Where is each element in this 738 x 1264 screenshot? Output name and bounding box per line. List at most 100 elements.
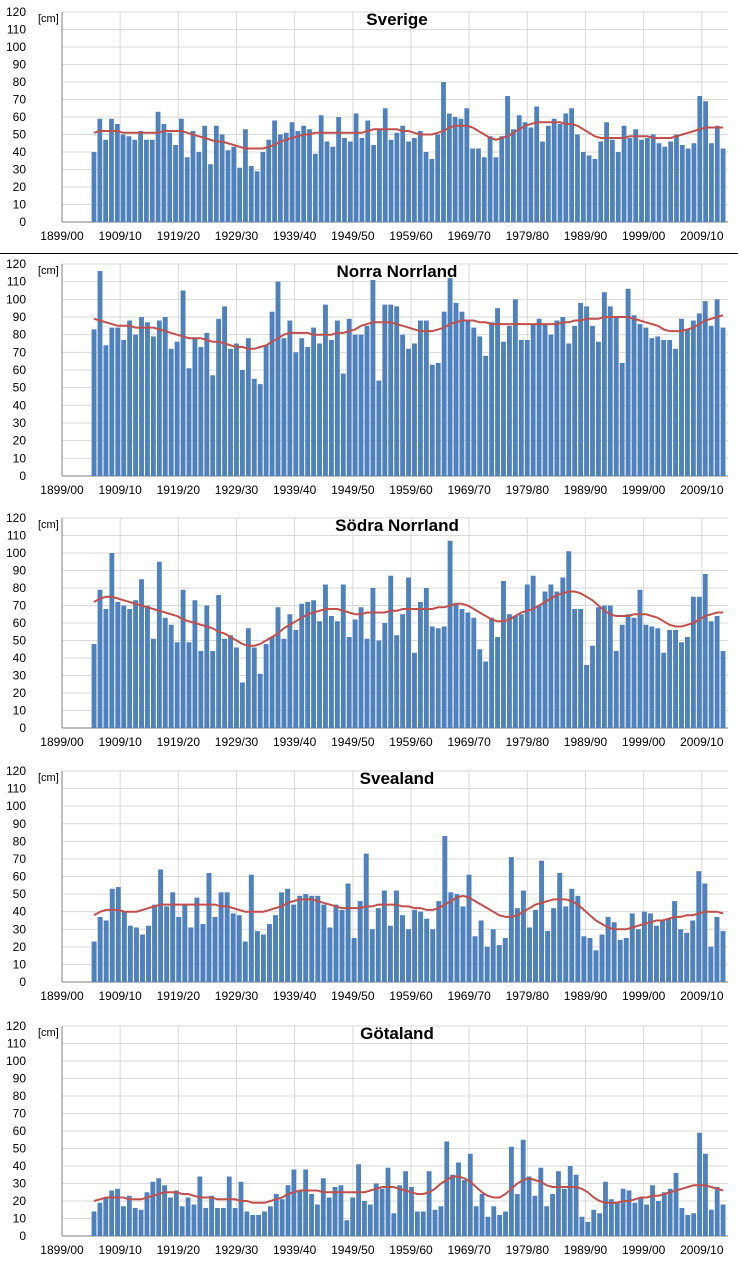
bar bbox=[650, 134, 656, 222]
bar bbox=[666, 918, 672, 982]
bar bbox=[299, 603, 305, 728]
bar bbox=[548, 584, 554, 728]
bar bbox=[315, 895, 321, 982]
bar bbox=[251, 378, 257, 476]
y-tick-label: 30 bbox=[13, 163, 27, 177]
bar bbox=[467, 1153, 473, 1236]
x-tick-label: 1909/10 bbox=[98, 229, 142, 243]
x-tick-label: 1939/40 bbox=[273, 1243, 317, 1257]
y-tick-label: 20 bbox=[13, 180, 27, 194]
bar bbox=[145, 605, 150, 728]
bar bbox=[691, 1213, 697, 1236]
bar bbox=[103, 1197, 109, 1236]
bar bbox=[168, 624, 174, 728]
bar bbox=[387, 925, 393, 982]
bar bbox=[156, 1178, 162, 1236]
bar bbox=[637, 324, 643, 476]
x-tick-label: 1919/20 bbox=[157, 989, 201, 1003]
bar bbox=[133, 334, 139, 476]
bar bbox=[471, 327, 477, 476]
bar bbox=[403, 1171, 409, 1236]
bar bbox=[709, 143, 714, 222]
bar bbox=[309, 1194, 314, 1236]
bar bbox=[418, 911, 424, 982]
bar bbox=[679, 642, 684, 728]
x-tick-label: 1949/50 bbox=[331, 1243, 375, 1257]
bar bbox=[359, 138, 365, 222]
bar bbox=[703, 101, 709, 222]
bar bbox=[477, 336, 483, 476]
bar bbox=[196, 152, 202, 222]
bar bbox=[613, 651, 619, 728]
bar bbox=[287, 614, 293, 728]
bar bbox=[305, 602, 311, 728]
bar bbox=[273, 915, 278, 982]
bar bbox=[188, 927, 194, 982]
bar bbox=[228, 635, 233, 728]
bar bbox=[417, 320, 423, 476]
bar bbox=[545, 931, 551, 982]
bar bbox=[690, 596, 696, 728]
bar bbox=[336, 117, 342, 222]
x-tick-label: 1899/00 bbox=[40, 483, 84, 497]
bar bbox=[649, 338, 655, 476]
bar bbox=[132, 139, 138, 222]
bar bbox=[388, 304, 394, 476]
bar bbox=[661, 1192, 667, 1236]
bar bbox=[586, 155, 592, 222]
bar bbox=[369, 929, 375, 982]
bar bbox=[295, 131, 301, 222]
bar bbox=[501, 581, 506, 728]
bar bbox=[650, 1185, 655, 1236]
bar bbox=[638, 1197, 644, 1236]
bar bbox=[720, 931, 726, 982]
bar bbox=[653, 925, 659, 982]
bar bbox=[257, 673, 263, 728]
y-tick-label: 80 bbox=[13, 75, 27, 89]
bar bbox=[194, 897, 200, 982]
y-tick-label: 40 bbox=[13, 398, 27, 412]
bar bbox=[567, 1166, 573, 1236]
trend-line bbox=[93, 314, 724, 350]
x-tick-label: 1979/80 bbox=[506, 989, 550, 1003]
bar bbox=[578, 609, 584, 728]
bar bbox=[239, 682, 245, 728]
bar bbox=[483, 355, 489, 476]
x-tick-label: 1949/50 bbox=[331, 989, 375, 1003]
panel-separator bbox=[0, 253, 738, 254]
bar bbox=[192, 600, 198, 728]
bar bbox=[146, 925, 152, 982]
y-tick-label: 90 bbox=[13, 817, 27, 831]
x-tick-label: 1939/40 bbox=[273, 735, 317, 749]
bar bbox=[644, 1204, 650, 1236]
bar bbox=[97, 118, 103, 222]
bar bbox=[626, 1190, 632, 1236]
bar bbox=[720, 651, 726, 728]
chart-sverige: 0 10 20 30 40 50 60 70 80 90 100 110 120 1899/00 1909/… bbox=[6, 5, 728, 243]
y-tick-label: 120 bbox=[6, 1019, 26, 1033]
bar bbox=[673, 348, 678, 476]
bar bbox=[524, 584, 530, 728]
bar bbox=[400, 334, 406, 476]
bar bbox=[625, 288, 631, 476]
bar bbox=[97, 589, 103, 728]
bar bbox=[385, 1167, 391, 1236]
y-tick-label: 40 bbox=[13, 1159, 27, 1173]
bar bbox=[656, 143, 662, 222]
bar bbox=[563, 113, 569, 222]
bar bbox=[382, 304, 388, 476]
bar bbox=[655, 1201, 661, 1236]
bar bbox=[287, 320, 293, 476]
bar bbox=[579, 1216, 585, 1236]
bar bbox=[250, 1215, 256, 1236]
y-tick-label: 0 bbox=[19, 975, 26, 989]
bar bbox=[293, 352, 299, 476]
bar bbox=[412, 909, 418, 982]
y-tick-label: 20 bbox=[13, 434, 27, 448]
chart-title: Norra Norrland bbox=[337, 262, 458, 281]
bar bbox=[120, 134, 126, 222]
chart-title: Svealand bbox=[360, 769, 435, 788]
bar bbox=[493, 157, 499, 222]
bar bbox=[601, 292, 607, 476]
bar bbox=[269, 311, 275, 476]
